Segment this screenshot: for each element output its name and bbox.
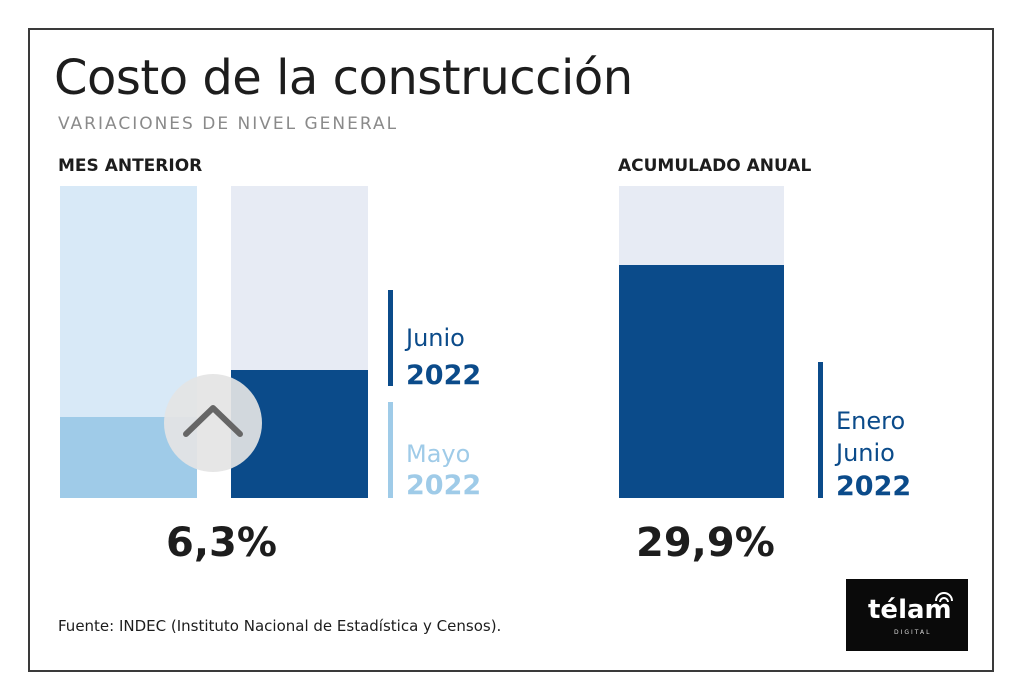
logo-subtext: DIGITAL xyxy=(894,629,932,636)
legend-label-junio-acum: Junio xyxy=(836,439,895,467)
source-note: Fuente: INDEC (Instituto Nacional de Est… xyxy=(58,617,502,635)
logo-text: télam xyxy=(868,595,952,625)
value-label-acumulado-anual: 29,9% xyxy=(636,520,775,566)
chevron-up-icon xyxy=(183,405,243,437)
legend-label-mayo: Mayo xyxy=(406,440,471,468)
bar-mayo xyxy=(60,186,197,498)
legend-label-junio: Junio xyxy=(406,324,465,352)
legend-line-acumulado xyxy=(818,362,823,498)
page-subtitle: VARIACIONES DE NIVEL GENERAL xyxy=(58,114,399,134)
signal-icon xyxy=(935,592,953,603)
bar-acumulado xyxy=(619,186,784,498)
telam-logo: télam DIGITAL xyxy=(846,579,968,651)
zoom-button[interactable] xyxy=(164,374,262,472)
chart-title-mes-anterior: MES ANTERIOR xyxy=(58,156,203,176)
page-title: Costo de la construcción xyxy=(54,50,633,106)
chart-title-acumulado-anual: ACUMULADO ANUAL xyxy=(618,156,812,176)
value-label-mes-anterior: 6,3% xyxy=(166,520,277,566)
bar-acumulado-fill xyxy=(619,265,784,498)
legend-year-acumulado: 2022 xyxy=(836,471,912,502)
legend-year-mayo: 2022 xyxy=(406,470,482,501)
legend-label-enero: Enero xyxy=(836,407,906,435)
legend-line-junio xyxy=(388,290,393,386)
legend-year-junio: 2022 xyxy=(406,360,482,391)
legend-line-mayo xyxy=(388,402,393,498)
